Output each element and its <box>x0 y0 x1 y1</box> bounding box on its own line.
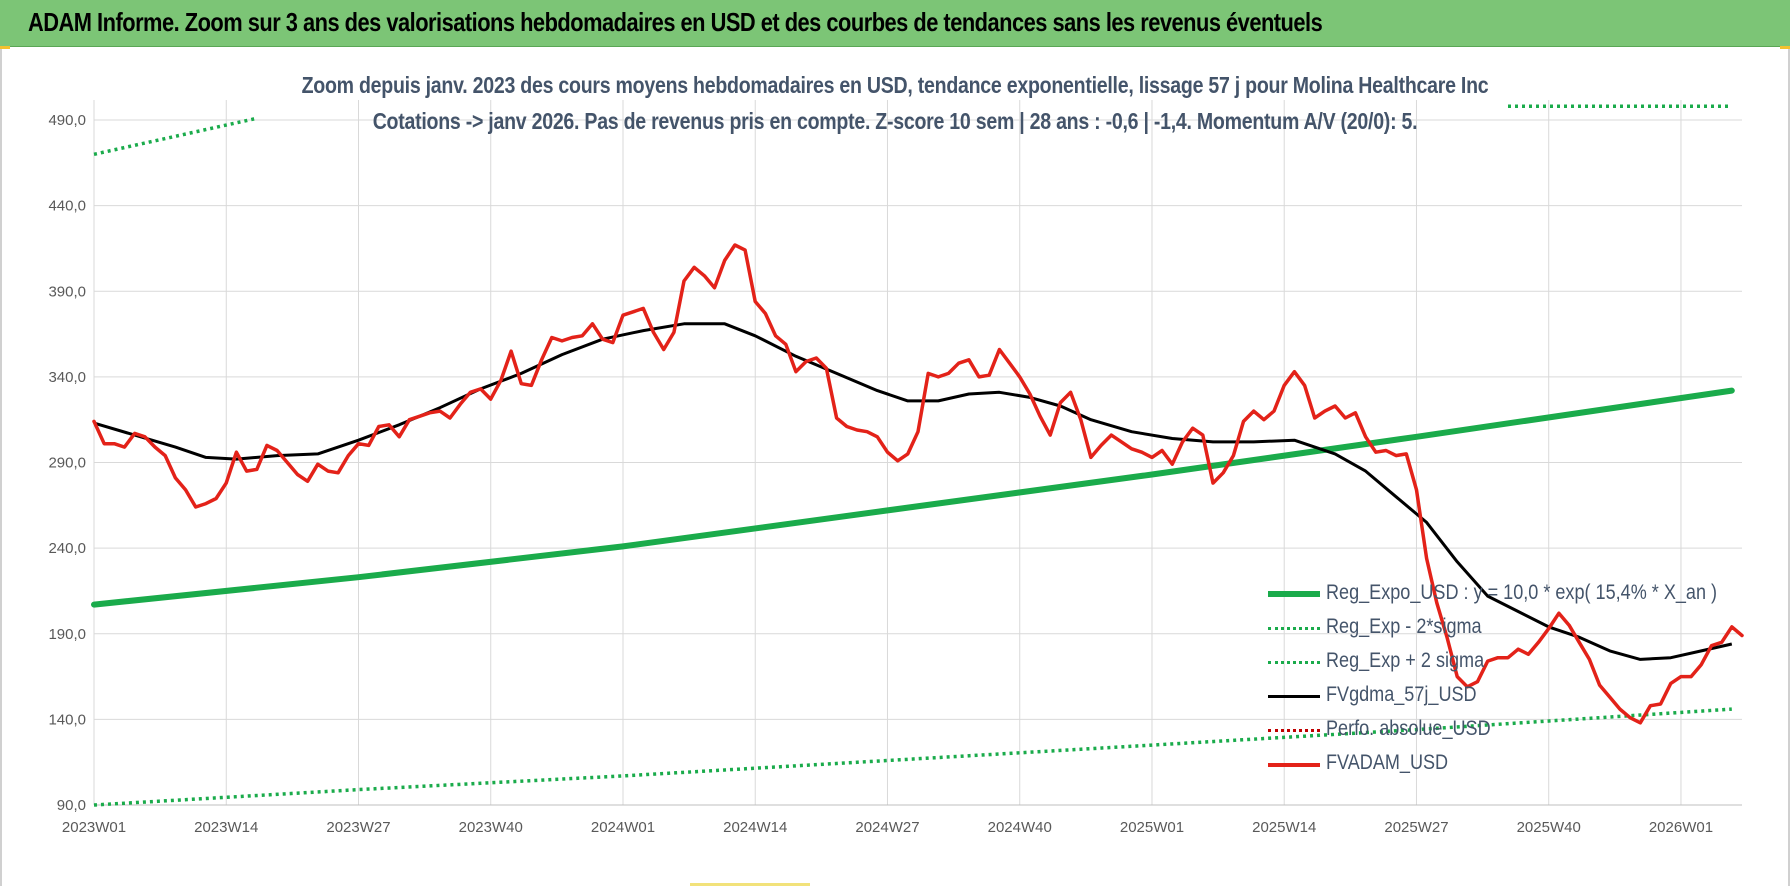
x-tick-label: 2023W01 <box>62 819 126 836</box>
x-tick-label: 2023W27 <box>326 819 390 836</box>
y-tick-label: 140,0 <box>48 711 86 728</box>
banner-corner-right <box>1780 46 1790 49</box>
legend-item: Perfo. absolue_USD <box>1268 714 1788 748</box>
legend-label: FVgdma_57j_USD <box>1326 683 1477 706</box>
x-tick-label: 2025W01 <box>1120 819 1184 836</box>
legend-item: FVADAM_USD <box>1268 748 1788 782</box>
report-banner: ADAM Informe. Zoom sur 3 ans des valoris… <box>0 0 1790 47</box>
chart-legend: Reg_Expo_USD : y = 10,0 * exp( 15,4% * X… <box>1268 578 1788 782</box>
y-tick-label: 190,0 <box>48 626 86 643</box>
y-tick-label: 340,0 <box>48 369 86 386</box>
x-tick-label: 2023W14 <box>194 819 258 836</box>
banner-title: ADAM Informe. Zoom sur 3 ans des valoris… <box>28 7 1323 37</box>
legend-label: FVADAM_USD <box>1326 751 1449 774</box>
x-tick-label: 2025W40 <box>1517 819 1581 836</box>
legend-label: Reg_Expo_USD : y = 10,0 * exp( 15,4% * X… <box>1326 581 1718 604</box>
legend-swatch <box>1268 763 1320 767</box>
x-tick-label: 2024W14 <box>723 819 787 836</box>
y-tick-label: 490,0 <box>48 112 86 129</box>
series-reg-exp-2-sigma-line <box>93 707 1732 807</box>
legend-item: Reg_Expo_USD : y = 10,0 * exp( 15,4% * X… <box>1268 578 1788 612</box>
legend-swatch <box>1268 591 1320 597</box>
legend-item: FVgdma_57j_USD <box>1268 680 1788 714</box>
y-tick-label: 440,0 <box>48 198 86 215</box>
legend-label: Reg_Exp - 2*sigma <box>1326 615 1482 638</box>
x-tick-label: 2024W01 <box>591 819 655 836</box>
y-tick-label: 240,0 <box>48 540 86 557</box>
series-fvadam-usd-line <box>92 243 1744 725</box>
chart-series <box>91 104 1744 807</box>
chart-axes: 90,0 140,0 190,0 240,0 290,0 340,0 390,0 440,0 4… <box>48 112 1742 836</box>
legend-swatch <box>1268 627 1320 630</box>
y-tick-label: 390,0 <box>48 283 86 300</box>
bottom-mark <box>690 883 810 886</box>
x-tick-label: 2024W27 <box>855 819 919 836</box>
series-fvgdma-57j-usd-line <box>93 322 1733 661</box>
y-tick-label: 290,0 <box>48 455 86 472</box>
y-tick-label: 90,0 <box>57 797 86 814</box>
chart-subtitle: Cotations -> janv 2026. Pas de revenus p… <box>372 108 1418 134</box>
legend-swatch <box>1268 729 1320 732</box>
legend-item: Reg_Exp - 2*sigma <box>1268 612 1788 646</box>
legend-label: Perfo. absolue_USD <box>1326 717 1491 740</box>
x-tick-label: 2024W40 <box>988 819 1052 836</box>
x-tick-label: 2023W40 <box>459 819 523 836</box>
chart-title: Zoom depuis janv. 2023 des cours moyens … <box>301 72 1489 98</box>
legend-swatch <box>1268 695 1320 698</box>
series-reg-expo-usd-y-10-0-exp-15-4-x-an-line <box>91 387 1735 608</box>
banner-corner-left <box>0 46 10 49</box>
chart-grid <box>93 100 1742 806</box>
x-tick-label: 2025W27 <box>1384 819 1448 836</box>
legend-swatch <box>1268 661 1320 664</box>
legend-item: Reg_Exp + 2 sigma <box>1268 646 1788 680</box>
x-tick-label: 2026W01 <box>1649 819 1713 836</box>
x-tick-label: 2025W14 <box>1252 819 1316 836</box>
legend-label: Reg_Exp + 2 sigma <box>1326 649 1485 672</box>
